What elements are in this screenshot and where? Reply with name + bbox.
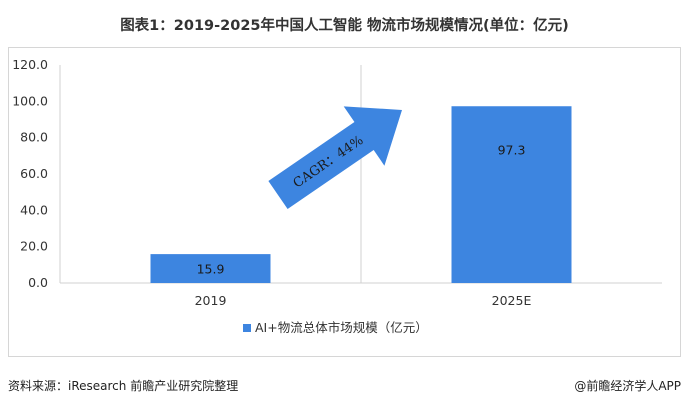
y-tick-label: 40.0 [20, 202, 48, 217]
y-tick-label: 60.0 [20, 166, 48, 181]
bar-2025E [451, 106, 572, 283]
chart-title: 图表1：2019-2025年中国人工智能 物流市场规模情况(单位：亿元) [120, 18, 569, 34]
legend-label: AI+物流总体市场规模（亿元） [255, 320, 428, 335]
x-tick-label-2025E: 2025E [492, 293, 532, 308]
y-tick-label: 80.0 [20, 130, 48, 145]
data-label-2019: 15.9 [197, 262, 225, 277]
y-tick-label: 100.0 [12, 93, 48, 108]
source-note: 资料来源：iResearch 前瞻产业研究院整理 [8, 379, 239, 393]
chart-frame [8, 47, 681, 357]
legend-swatch [243, 324, 251, 332]
y-tick-label: 0.0 [28, 275, 48, 290]
cagr-arrow: CAGR：44% [268, 106, 402, 210]
data-label-2025E: 97.3 [498, 143, 526, 158]
cagr-arrow-shape [268, 106, 402, 210]
bar-2019 [150, 254, 271, 283]
y-tick-label: 120.0 [12, 57, 48, 72]
y-tick-label: 20.0 [20, 239, 48, 254]
x-tick-label-2019: 2019 [195, 293, 227, 308]
brand-credit: @前瞻经济学人APP [574, 379, 681, 393]
